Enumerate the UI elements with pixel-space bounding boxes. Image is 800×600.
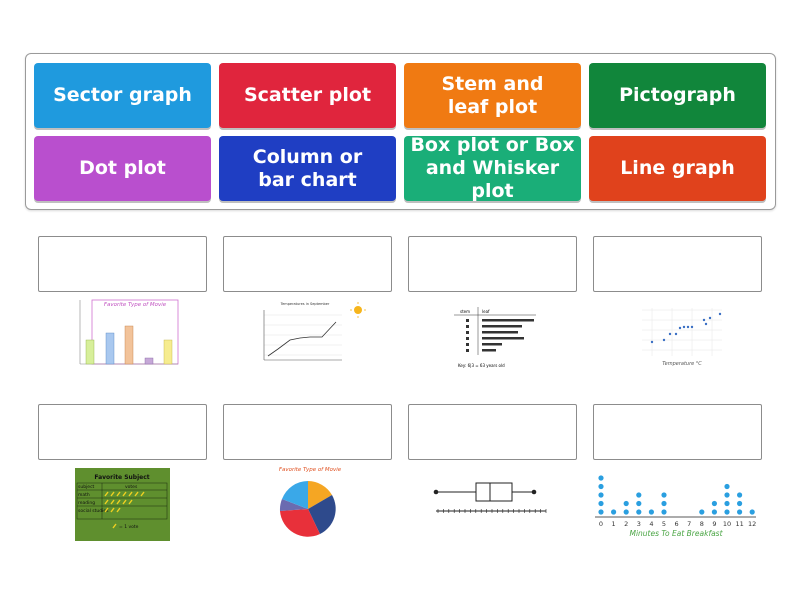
answer-tile[interactable]: Pictograph (589, 63, 766, 128)
answer-tile[interactable]: Box plot or Box and Whisker plot (404, 134, 581, 202)
dot (598, 492, 604, 498)
dot-axis-label: 7 (687, 520, 691, 528)
dot (661, 509, 667, 515)
dot-axis-label: 0 (599, 520, 603, 528)
pictograph-header: votes (125, 484, 138, 490)
tile-panel (25, 53, 776, 210)
thumb-title: Favorite Type of Movie (279, 467, 342, 473)
scatter-x-label: Temperature °C (662, 361, 702, 367)
dot-axis-label: 5 (662, 520, 666, 528)
dot (598, 475, 604, 481)
dot-plot-thumb: Minutes To Eat Breakfast 0 1 2 3 4 5 6 7 8 9 10 11 1… (595, 475, 756, 538)
answer-tile[interactable]: Column or bar chart (219, 136, 396, 201)
pictograph-row: social studies (78, 508, 109, 514)
dot (611, 509, 617, 515)
dot-axis-label: 2 (624, 520, 628, 528)
dot-axis-label: 4 (649, 520, 653, 528)
pictograph-header: subject (78, 484, 95, 490)
dot (724, 492, 730, 498)
answer-tile[interactable]: Scatter plot (219, 63, 396, 128)
dot (648, 509, 654, 515)
pictograph-row: math (78, 492, 90, 498)
dot (598, 500, 604, 507)
bar-chart-thumb: Favorite Type of Movie (62, 297, 182, 373)
stem-leaf-thumb: stem leaf Key: 6|3 = 63 years old (454, 307, 536, 368)
pictograph-title: Favorite Subject (94, 474, 149, 481)
dot-plot-title: Minutes To Eat Breakfast (629, 529, 723, 538)
dot-axis-label: 1 (612, 520, 616, 528)
drop-zone[interactable] (38, 404, 207, 460)
dot (598, 509, 604, 515)
drop-zone[interactable] (223, 404, 392, 460)
drop-zone[interactable] (408, 404, 577, 460)
pictograph-row: reading (78, 500, 95, 506)
dot (749, 509, 755, 515)
dot (623, 509, 629, 515)
dot (699, 509, 705, 515)
dot (636, 500, 642, 507)
dot (724, 483, 730, 490)
drop-zone[interactable] (593, 404, 762, 460)
dot (636, 509, 642, 515)
drop-zone[interactable] (223, 236, 392, 292)
dot (724, 509, 730, 515)
dot (737, 492, 743, 498)
thumb-title: Temperatures in September (280, 302, 330, 306)
pictograph-key: = 1 vote (119, 524, 139, 530)
dot (623, 500, 629, 507)
line-chart-thumb: Temperatures in September (263, 302, 366, 361)
dot (724, 500, 730, 507)
dot-axis-label: 12 (748, 520, 756, 528)
dot (737, 509, 743, 515)
dot-axis-label: 10 (723, 520, 731, 528)
dot (661, 500, 667, 507)
dot-axis-label: 11 (735, 520, 743, 528)
dot-axis-label: 8 (700, 520, 704, 528)
stem-header: stem (460, 309, 470, 314)
dot (737, 500, 743, 507)
dot-axis-label: 6 (675, 520, 679, 528)
dot (711, 509, 717, 515)
dot (636, 492, 642, 498)
drop-zone[interactable] (408, 236, 577, 292)
answer-tile[interactable]: Sector graph (34, 63, 211, 128)
dot (661, 492, 667, 498)
drop-zone[interactable] (38, 236, 207, 292)
pie-chart-thumb: Favorite Type of Movie (279, 467, 342, 537)
dot (711, 500, 717, 507)
answer-tile[interactable]: Dot plot (34, 136, 211, 201)
thumb-title: Favorite Type of Movie (104, 302, 167, 308)
box-plot-thumb (433, 482, 547, 513)
answer-tile[interactable]: Line graph (589, 136, 766, 201)
dot (598, 483, 604, 490)
answer-tile[interactable]: Stem and leaf plot (404, 63, 581, 128)
pictograph-thumb: Favorite Subject subject votes math read… (75, 468, 170, 541)
leaf-header: leaf (482, 309, 490, 314)
stem-key: Key: 6|3 = 63 years old (458, 363, 505, 368)
dot-axis-label: 3 (637, 520, 641, 528)
drop-zone[interactable] (593, 236, 762, 292)
scatter-thumb: Temperature °C (642, 308, 722, 367)
dot-axis-label: 9 (712, 520, 716, 528)
